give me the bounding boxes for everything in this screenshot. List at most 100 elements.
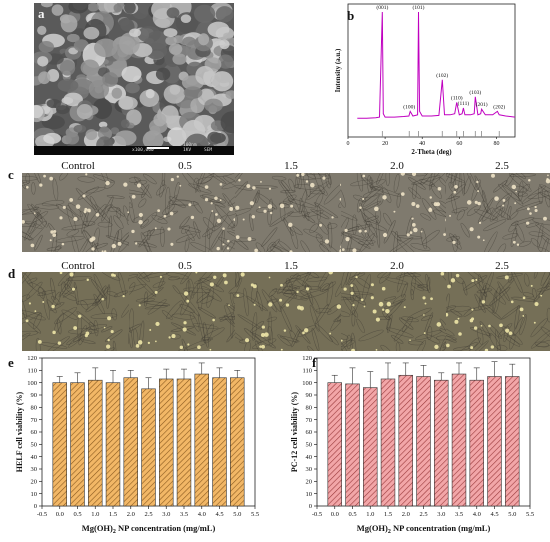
xrd-x-tick-label: 40 <box>419 141 425 147</box>
xrd-frame <box>347 3 516 138</box>
y-tick-label: 50 <box>306 442 313 449</box>
sem-grain <box>120 119 130 129</box>
sem-grain <box>99 126 110 133</box>
viability-bar <box>70 382 85 507</box>
xrd-peak-label: (100) <box>403 103 415 110</box>
y-tick-label: 10 <box>306 491 313 498</box>
y-tick-label: 10 <box>31 491 38 498</box>
sem-grain <box>125 82 140 94</box>
sem-grain <box>85 129 98 141</box>
viability-bar <box>123 377 138 507</box>
xrd-peak-label: (201) <box>476 101 488 108</box>
cell-micrograph <box>446 173 550 252</box>
viability-bar <box>345 383 360 507</box>
sem-voltage: 1KV <box>183 148 192 153</box>
sem-grain <box>195 66 215 85</box>
y-tick-label: 90 <box>31 392 38 399</box>
sem-grain <box>92 98 113 120</box>
sem-grain <box>223 32 233 39</box>
sem-grain <box>68 3 89 14</box>
x-tick-label: 1.0 <box>91 511 99 518</box>
sem-grain <box>207 21 230 38</box>
sem-grain <box>76 74 87 82</box>
sem-grain <box>217 54 234 69</box>
viability-bar <box>398 374 413 507</box>
sem-grain <box>121 66 142 83</box>
sem-grain <box>60 15 78 33</box>
cell-micrograph <box>235 173 347 252</box>
panel-label-e: e <box>8 355 14 370</box>
x-tick-label: 2.0 <box>127 511 135 518</box>
sem-grain <box>153 113 167 127</box>
sem-grain <box>83 26 100 40</box>
x-tick-label: 2.0 <box>402 511 410 518</box>
y-tick-label: 70 <box>31 417 38 424</box>
sem-grain <box>37 56 49 67</box>
y-tick-label: 40 <box>306 454 313 461</box>
y-tick-label: 30 <box>306 466 313 473</box>
cell-micrograph <box>22 173 134 252</box>
sem-magnification: x100,000 <box>132 148 154 153</box>
sem-mode: SEM <box>204 148 213 153</box>
sem-grain <box>110 127 120 135</box>
y-tick-label: 0 <box>34 503 37 510</box>
sem-grain <box>73 124 87 133</box>
sem-scale-text: 100nm <box>183 143 197 148</box>
x-tick-label: 1.5 <box>109 511 117 518</box>
x-tick-label: 2.5 <box>419 511 427 518</box>
micrograph-label: 0.5 <box>178 260 192 272</box>
micrograph-label: 2.5 <box>495 260 509 272</box>
sem-grain <box>37 25 47 35</box>
x-tick-label: -0.5 <box>312 511 322 518</box>
y-tick-label: 60 <box>306 429 313 436</box>
x-tick-label: 5.5 <box>526 511 534 518</box>
x-tick-label: 1.0 <box>366 511 374 518</box>
y-tick-label: 100 <box>27 380 37 387</box>
x-tick-label: 5.0 <box>508 511 516 518</box>
sem-grain <box>126 109 142 126</box>
sem-micrograph <box>34 3 234 155</box>
sem-grain <box>215 6 234 23</box>
y-tick-label: 80 <box>31 405 38 412</box>
panel-label-f: f <box>312 355 317 370</box>
xrd-y-axis-label: Intensity (a.u.) <box>334 48 342 92</box>
sem-grain <box>93 38 118 58</box>
xrd-peak-label: (102) <box>436 72 448 79</box>
sem-grain <box>183 86 203 99</box>
sem-grain <box>207 131 222 145</box>
micrograph-label: 2.0 <box>390 160 404 172</box>
x-tick-label: 4.0 <box>198 511 206 518</box>
sem-grain <box>204 98 223 113</box>
x-tick-label: 3.0 <box>162 511 170 518</box>
xrd-x-axis-label: 2-Theta (deg) <box>411 148 452 156</box>
pc12-viability-chart: 0 10 20 30 40 50 60 70 80 90 100 110 120 -0.5 0.0 0.5 1.… <box>290 355 534 535</box>
y-axis-label: HELF cell viability (%) <box>15 391 24 472</box>
x-tick-label: -0.5 <box>37 511 47 518</box>
panel-label-d: d <box>8 266 16 281</box>
sem-grain <box>155 67 171 81</box>
panel-label-a: a <box>38 6 45 21</box>
sem-grain <box>43 132 62 144</box>
viability-bar <box>159 378 174 507</box>
sem-grain <box>165 36 177 46</box>
y-tick-label: 90 <box>306 392 313 399</box>
sem-grain <box>220 111 234 134</box>
micrograph-label: Control <box>61 260 95 272</box>
cell-micrograph <box>235 272 347 351</box>
sem-grain <box>88 80 110 99</box>
y-tick-label: 120 <box>302 355 312 362</box>
y-tick-label: 110 <box>302 368 312 375</box>
sem-grain <box>163 28 178 38</box>
viability-bar <box>469 379 484 507</box>
y-tick-label: 40 <box>31 454 38 461</box>
x-tick-label: 5.5 <box>251 511 259 518</box>
x-tick-label: 3.5 <box>455 511 463 518</box>
sem-grain <box>66 33 80 43</box>
sem-grain <box>172 53 187 65</box>
x-tick-label: 4.5 <box>215 511 223 518</box>
x-tick-label: 2.5 <box>144 511 152 518</box>
x-tick-label: 3.0 <box>437 511 445 518</box>
sem-image-panel: x100,000 100nm 1KV SEM a <box>34 3 234 155</box>
micrograph-label: 2.0 <box>390 260 404 272</box>
viability-bar <box>505 376 520 507</box>
